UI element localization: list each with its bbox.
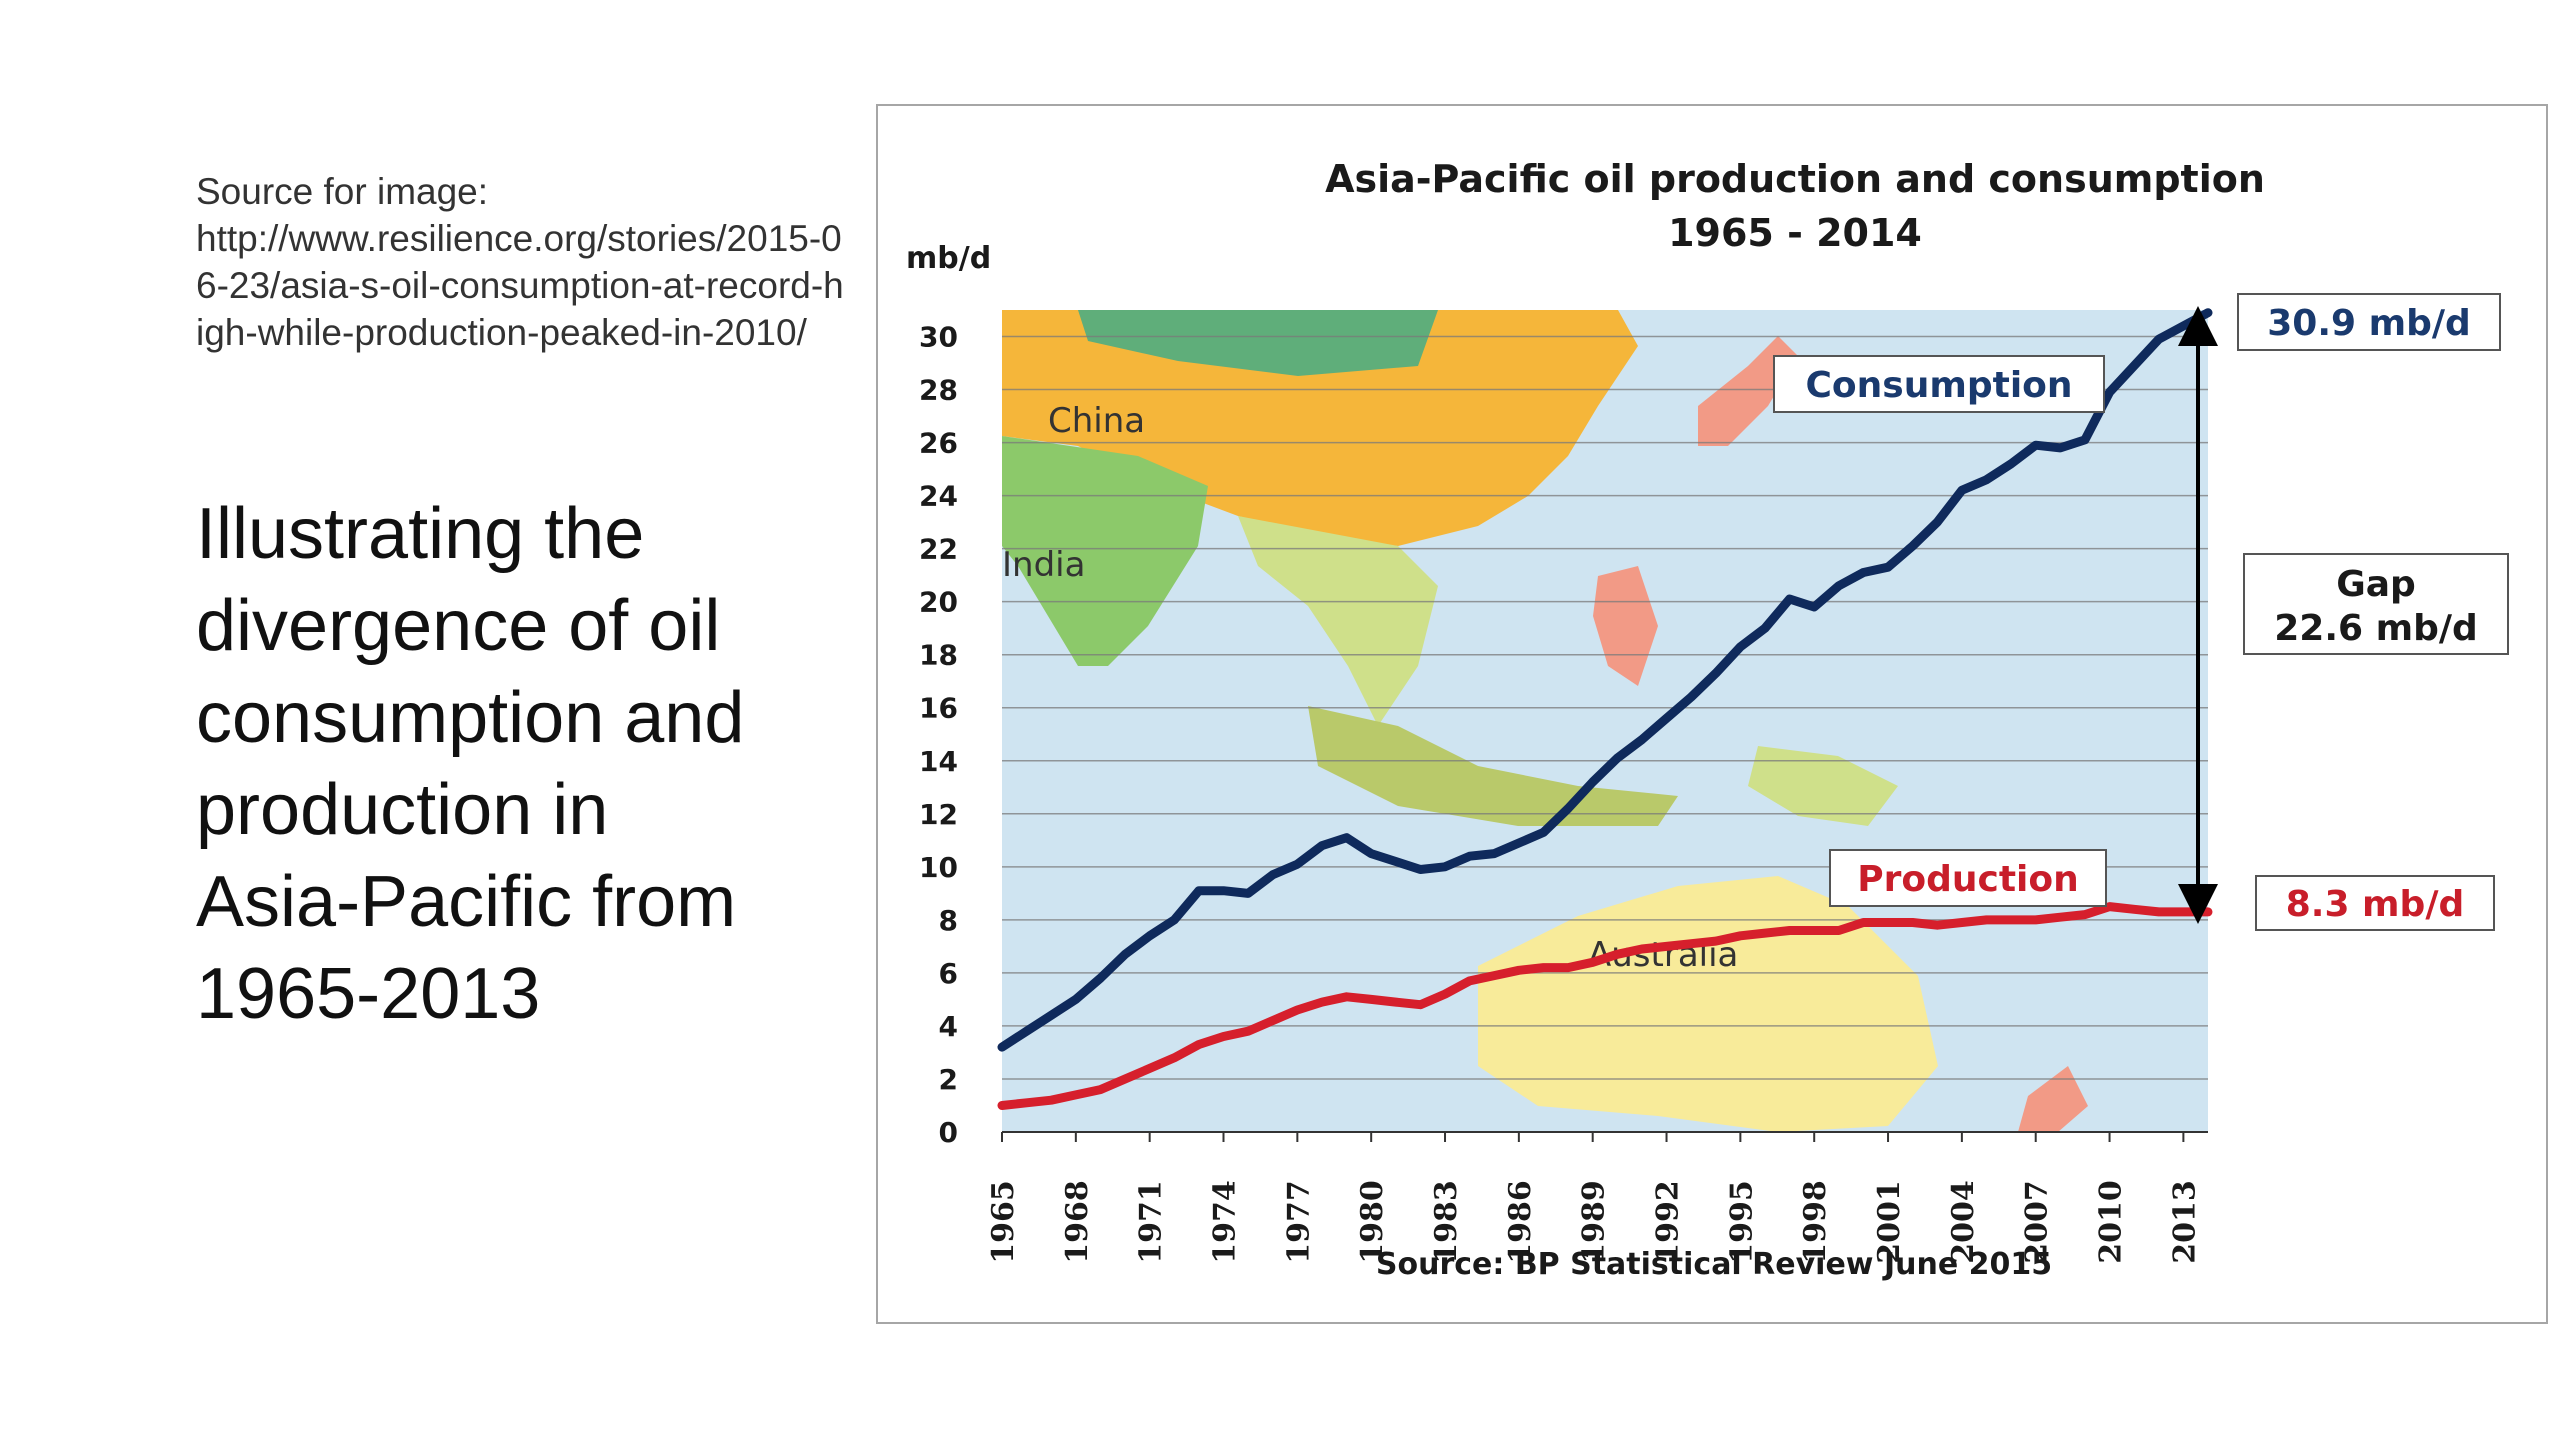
x-tick-label: 2004 <box>1946 1180 1981 1264</box>
series-lines <box>997 308 2213 1110</box>
x-tick-label: 1974 <box>1208 1180 1243 1264</box>
chart-source: Source: BP Statistical Review June 2015 <box>1376 1247 2052 1282</box>
series-line-consumption <box>997 308 2213 1052</box>
x-tick-label: 1995 <box>1724 1180 1759 1264</box>
oil-chart: China India Australia Asia-Pacific oil p… <box>906 157 2509 1282</box>
x-tick-label: 1998 <box>1798 1180 1833 1264</box>
y-tick-label: 2 <box>939 1063 958 1096</box>
y-tick-label: 30 <box>919 321 958 354</box>
y-tick-label: 26 <box>919 427 958 460</box>
y-tick-label: 6 <box>939 957 958 990</box>
india-landmass <box>1002 436 1208 666</box>
y-tick-label: 22 <box>919 533 958 566</box>
new-zealand-landmass <box>2018 1066 2088 1132</box>
image-source-note: Source for image: http://www.resilience.… <box>196 171 844 353</box>
y-tick-label: 0 <box>939 1116 958 1149</box>
production-label: Production <box>1857 859 2079 900</box>
consumption-label: Consumption <box>1805 365 2072 406</box>
new-guinea-landmass <box>1748 746 1898 826</box>
y-tick-label: 8 <box>939 904 958 937</box>
chart-frame: China India Australia Asia-Pacific oil p… <box>876 104 2548 1324</box>
consumption-label-box <box>1773 355 2105 413</box>
y-tick-label: 20 <box>919 586 958 619</box>
x-tick-label: 1983 <box>1429 1180 1464 1264</box>
x-tick-label: 2010 <box>2094 1180 2129 1264</box>
philippines-landmass <box>1593 566 1658 686</box>
x-tick-label: 1968 <box>1060 1180 1095 1264</box>
consumption-end-value: 30.9 mb/d <box>2267 303 2471 344</box>
gap-label: Gap <box>2336 564 2416 605</box>
x-tick-label: 2001 <box>1872 1180 1907 1264</box>
x-tick-label: 1992 <box>1651 1180 1686 1264</box>
x-tick-label: 1989 <box>1577 1180 1612 1264</box>
map-label-india: India <box>1002 545 1085 585</box>
y-tick-label: 24 <box>919 480 958 513</box>
map-label-china: China <box>1048 401 1145 441</box>
gap-box <box>2243 553 2509 655</box>
x-axis-ticks: 1965 1968 1971 1974 1977 1980 1983 1986 1989 1992… <box>986 1132 2202 1264</box>
x-tick-label: 1980 <box>1355 1180 1390 1264</box>
y-tick-label: 12 <box>919 798 958 831</box>
x-tick-label: 2013 <box>2167 1180 2202 1264</box>
y-tick-label: 18 <box>919 639 958 672</box>
chart-subtitle: 1965 - 2014 <box>1668 211 1922 255</box>
y-tick-label: 4 <box>939 1010 958 1043</box>
series-line-production <box>997 902 2213 1110</box>
x-tick-label: 1965 <box>986 1180 1021 1264</box>
y-tick-label: 28 <box>919 374 958 407</box>
x-tick-label: 1986 <box>1503 1180 1538 1264</box>
y-tick-label: 10 <box>919 851 958 884</box>
y-axis-unit-label: mb/d <box>906 241 991 276</box>
southeast-asia-landmass <box>1238 516 1438 726</box>
x-tick-label: 2007 <box>2020 1180 2055 1264</box>
chart-title: Asia-Pacific oil production and consumpt… <box>1325 157 2265 201</box>
y-tick-label: 14 <box>919 745 958 778</box>
x-tick-label: 1971 <box>1134 1180 1169 1264</box>
gap-value: 22.6 mb/d <box>2274 608 2478 649</box>
x-tick-label: 1977 <box>1281 1180 1316 1264</box>
slide-heading: Illustrating the divergence of oil consu… <box>196 494 745 1034</box>
production-end-value: 8.3 mb/d <box>2286 884 2465 925</box>
y-tick-label: 16 <box>919 692 958 725</box>
production-end-box <box>2255 875 2495 931</box>
production-label-box <box>1829 849 2107 907</box>
consumption-end-box <box>2237 293 2501 351</box>
mongolia-landmass <box>1078 310 1438 376</box>
map-background: China India Australia <box>1002 310 2208 1132</box>
australia-landmass <box>1478 876 1938 1132</box>
